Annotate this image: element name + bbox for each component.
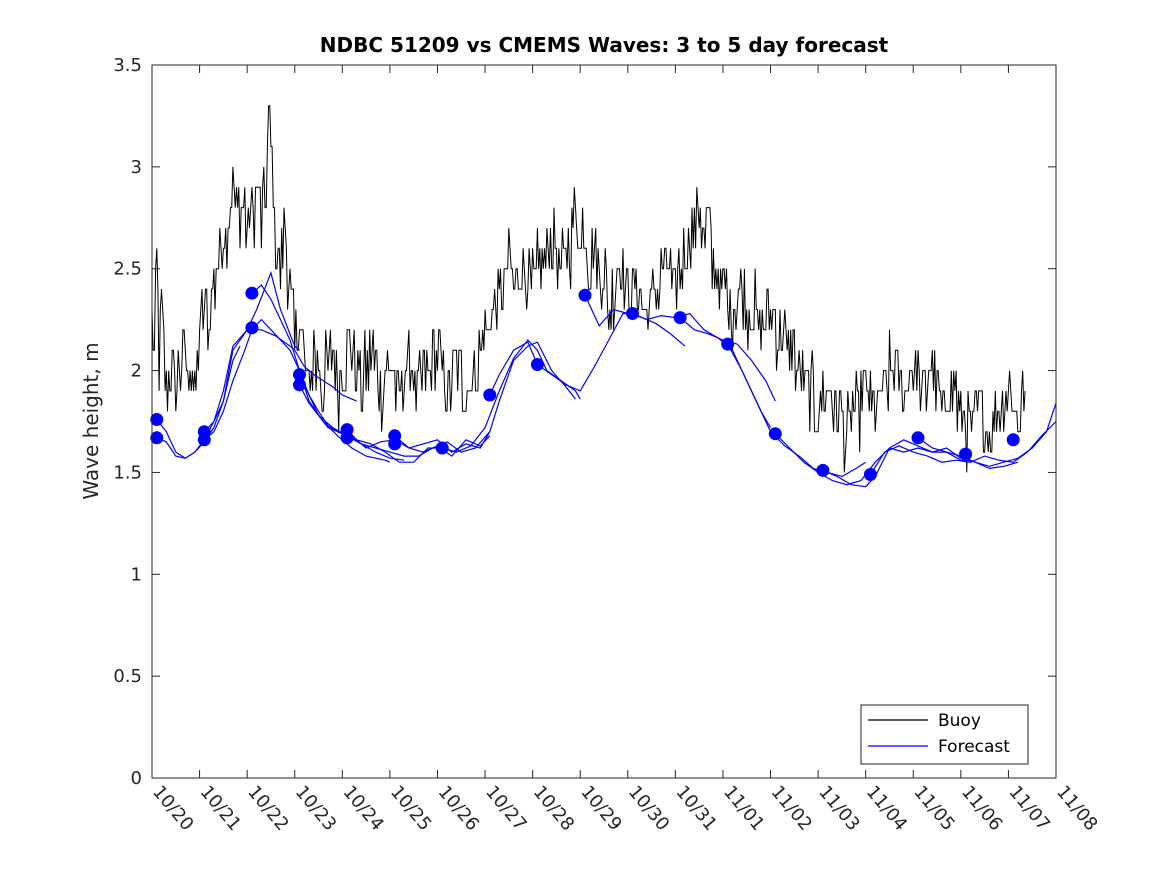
y-tick-label: 3 xyxy=(131,157,142,178)
forecast-marker xyxy=(150,431,164,445)
forecast-marker xyxy=(293,368,306,382)
y-tick-label: 1 xyxy=(131,564,142,585)
forecast-line-3 xyxy=(203,318,391,463)
forecast-marker xyxy=(150,413,164,426)
forecast-line-15 xyxy=(774,433,971,486)
forecast-line-1 xyxy=(156,345,241,459)
forecast-marker xyxy=(721,337,735,351)
y-tick-label: 2.5 xyxy=(113,259,142,280)
forecast-line-4 xyxy=(251,284,405,461)
forecast-line-14 xyxy=(727,343,867,478)
forecast-marker xyxy=(197,433,211,447)
y-tick-label: 3.5 xyxy=(113,55,142,76)
forecast-marker xyxy=(768,427,782,441)
legend-buoy-label: Buoy xyxy=(938,711,981,731)
forecast-marker xyxy=(293,378,306,392)
forecast-marker xyxy=(483,388,497,402)
y-tick-label: 2 xyxy=(131,361,142,382)
forecast-line-8 xyxy=(394,341,576,453)
plot-frame xyxy=(151,64,1057,779)
forecast-marker xyxy=(578,288,592,302)
forecast-marker xyxy=(816,463,830,477)
chart-title: NDBC 51209 vs CMEMS Waves: 3 to 5 day fo… xyxy=(320,33,889,57)
y-axis-ticks: 0 0.5 1 1.5 2 2.5 3 3.5 xyxy=(113,55,1056,789)
forecast-marker xyxy=(863,468,877,481)
forecast-marker xyxy=(1006,433,1020,447)
forecast-line-10 xyxy=(489,312,633,396)
forecast-marker xyxy=(435,441,449,455)
forecast-marker xyxy=(673,311,687,325)
y-tick-label: 0 xyxy=(131,768,142,789)
forecast-marker xyxy=(245,321,259,335)
y-tick-label: 0.5 xyxy=(113,666,142,687)
buoy-line xyxy=(151,105,1026,473)
forecast-line-6 xyxy=(298,384,491,457)
plot-area xyxy=(152,65,1056,778)
forecast-line-16 xyxy=(822,439,1019,488)
legend: Buoy Forecast xyxy=(860,704,1029,765)
forecast-marker xyxy=(626,307,639,320)
legend-forecast-label: Forecast xyxy=(938,737,1010,757)
forecast-marker xyxy=(911,431,925,445)
forecast-marker xyxy=(340,431,354,445)
forecast-line-18 xyxy=(917,403,1057,467)
legend-box xyxy=(860,704,1029,765)
forecast-marker xyxy=(959,447,973,461)
y-tick-label: 1.5 xyxy=(113,462,142,483)
buoy-series xyxy=(151,105,1026,473)
forecast-markers xyxy=(150,286,1020,481)
y-axis-label: Wave height, m xyxy=(79,342,103,499)
forecast-marker xyxy=(388,437,402,451)
forecast-marker xyxy=(530,358,544,371)
forecast-line-2 xyxy=(203,329,357,433)
forecast-line-7 xyxy=(346,429,491,457)
forecast-marker xyxy=(245,286,259,300)
